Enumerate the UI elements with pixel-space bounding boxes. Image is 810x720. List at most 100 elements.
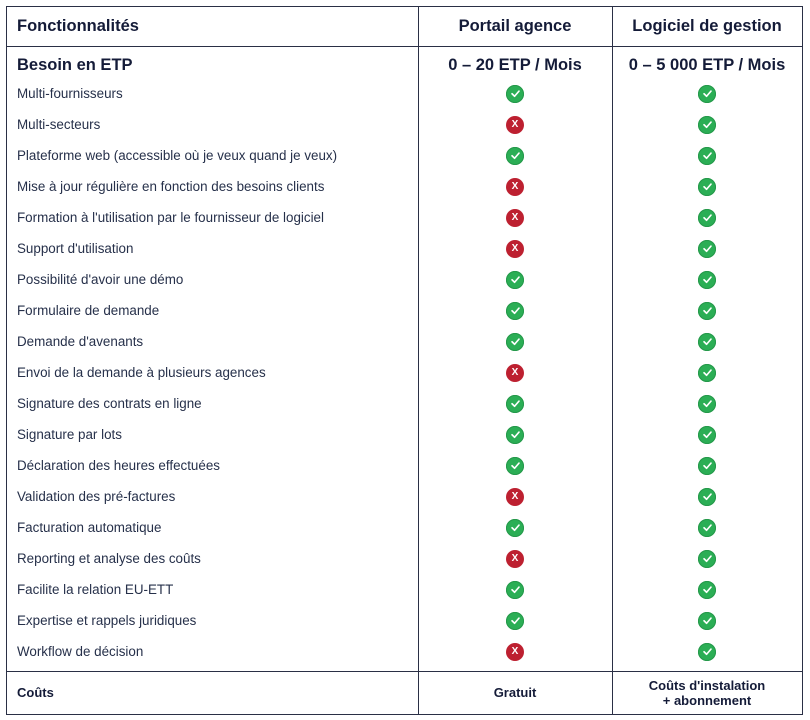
check-icon (698, 549, 716, 568)
footer-label: Coûts (17, 685, 54, 700)
feature-label: Signature des contrats en ligne (17, 396, 202, 411)
check-icon (698, 394, 716, 413)
check-icon (698, 332, 716, 351)
software-status (612, 140, 802, 171)
portal-status: X (418, 233, 612, 264)
check-icon (506, 270, 524, 289)
feature-label: Formation à l'utilisation par le fournis… (17, 210, 324, 225)
software-status (612, 295, 802, 326)
feature-label: Demande d'avenants (17, 334, 144, 349)
footer-portal: Gratuit (493, 685, 537, 700)
portal-status (418, 605, 612, 636)
portal-status (418, 388, 612, 419)
check-icon (506, 332, 524, 351)
portal-status (418, 450, 612, 481)
check-icon (698, 177, 716, 196)
cross-icon: X (506, 642, 524, 661)
check-icon (698, 301, 716, 320)
portal-status (418, 326, 612, 357)
portal-status (418, 264, 612, 295)
header-divider (7, 46, 802, 47)
check-icon (506, 580, 524, 599)
header-software: Logiciel de gestion (632, 17, 782, 35)
software-status (612, 233, 802, 264)
feature-label: Multi-secteurs (17, 117, 101, 132)
software-status (612, 264, 802, 295)
portal-status: X (418, 481, 612, 512)
check-icon (506, 301, 524, 320)
cross-icon: X (506, 487, 524, 506)
footer-software-line1: Coûts d'instalation (648, 677, 766, 693)
check-icon (698, 363, 716, 382)
check-icon (506, 394, 524, 413)
software-status (612, 388, 802, 419)
software-status (612, 574, 802, 605)
feature-label: Signature par lots (17, 427, 122, 442)
check-icon (698, 642, 716, 661)
footer-divider (7, 671, 802, 672)
portal-status: X (418, 543, 612, 574)
check-icon (506, 84, 524, 103)
portal-status (418, 140, 612, 171)
check-icon (698, 456, 716, 475)
feature-label: Déclaration des heures effectuées (17, 458, 220, 473)
check-icon (698, 580, 716, 599)
etp-software: 0 – 5 000 ETP / Mois (628, 55, 786, 74)
check-icon (698, 84, 716, 103)
software-status (612, 326, 802, 357)
footer-software-line2: + abonnement (662, 692, 752, 708)
check-icon (506, 518, 524, 537)
check-icon (698, 487, 716, 506)
feature-label: Support d'utilisation (17, 241, 134, 256)
portal-status (418, 419, 612, 450)
feature-label: Multi-fournisseurs (17, 86, 123, 101)
footer-software: Coûts d'instalation + abonnement (612, 671, 802, 714)
feature-label: Mise à jour régulière en fonction des be… (17, 179, 325, 194)
portal-status: X (418, 109, 612, 140)
check-icon (698, 208, 716, 227)
check-icon (506, 146, 524, 165)
column-divider (612, 7, 613, 714)
portal-status: X (418, 636, 612, 667)
check-icon (698, 115, 716, 134)
cross-icon: X (506, 363, 524, 382)
column-divider (418, 7, 419, 714)
software-status (612, 419, 802, 450)
portal-status (418, 574, 612, 605)
portal-status (418, 78, 612, 109)
portal-status: X (418, 357, 612, 388)
cross-icon: X (506, 115, 524, 134)
feature-label: Possibilité d'avoir une démo (17, 272, 184, 287)
portal-status (418, 295, 612, 326)
feature-label: Reporting et analyse des coûts (17, 551, 201, 566)
software-status (612, 605, 802, 636)
software-status (612, 109, 802, 140)
check-icon (698, 518, 716, 537)
check-icon (698, 146, 716, 165)
header-portal: Portail agence (458, 17, 572, 35)
software-status (612, 543, 802, 574)
check-icon (698, 425, 716, 444)
check-icon (698, 270, 716, 289)
feature-label: Facturation automatique (17, 520, 162, 535)
etp-portal: 0 – 20 ETP / Mois (448, 55, 582, 74)
portal-status (418, 512, 612, 543)
feature-label: Plateforme web (accessible où je veux qu… (17, 148, 338, 163)
software-status (612, 512, 802, 543)
comparison-table: Fonctionnalités Portail agence Logiciel … (6, 6, 803, 715)
cross-icon: X (506, 208, 524, 227)
portal-status: X (418, 202, 612, 233)
check-icon (506, 611, 524, 630)
cross-icon: X (506, 239, 524, 258)
feature-label: Facilite la relation EU-ETT (17, 582, 174, 597)
software-status (612, 450, 802, 481)
software-status (612, 202, 802, 233)
check-icon (698, 239, 716, 258)
check-icon (506, 425, 524, 444)
cross-icon: X (506, 177, 524, 196)
etp-label: Besoin en ETP (17, 55, 133, 74)
portal-status: X (418, 171, 612, 202)
software-status (612, 171, 802, 202)
software-status (612, 636, 802, 667)
feature-label: Formulaire de demande (17, 303, 160, 318)
